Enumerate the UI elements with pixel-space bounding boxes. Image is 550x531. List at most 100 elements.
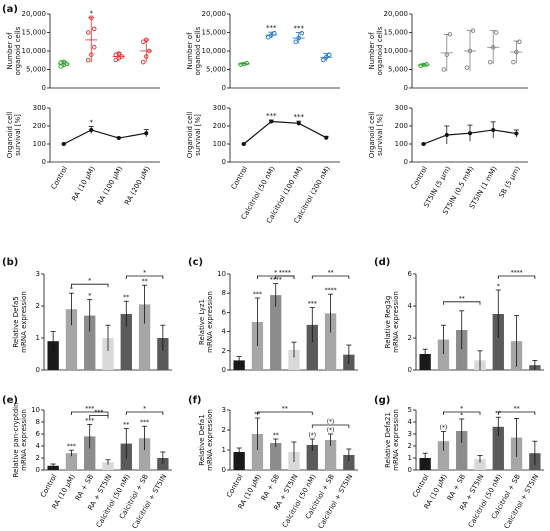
bar: [437, 441, 450, 470]
y-tick-label: 0: [408, 366, 412, 374]
y-tick-label: 0: [222, 366, 226, 374]
y-axis-label: Organoid cell: [368, 112, 376, 158]
panel-label: (f): [188, 395, 202, 406]
bar: [251, 434, 264, 470]
bar: [102, 338, 114, 370]
y-axis-label: mRNA expression: [392, 409, 400, 471]
y-tick-label: 1: [222, 446, 226, 454]
significance: ***: [85, 417, 94, 424]
y-tick-label: 0: [222, 84, 226, 92]
significance: *: [90, 10, 94, 18]
y-tick-label: 3: [222, 406, 226, 414]
y-tick-label: 0: [222, 158, 226, 166]
significance: *: [460, 412, 463, 419]
significance-bracket: [257, 411, 313, 415]
bar: [84, 315, 96, 370]
significance: (*): [440, 425, 448, 432]
panel-label: (e): [2, 395, 18, 406]
y-tick-label: 3: [408, 430, 412, 438]
bar: [65, 309, 78, 370]
x-tick-label: Control: [50, 165, 70, 191]
y-tick-label: 5,000: [388, 66, 408, 74]
x-tick-label: Control: [225, 473, 245, 499]
y-axis-label: mRNA expression: [20, 291, 28, 353]
y-tick-label: 1: [36, 334, 40, 342]
significance: **: [123, 294, 129, 301]
x-tick-label: RA (100 µM): [96, 165, 125, 207]
significance-bracket: [443, 411, 481, 415]
panel-label: (a): [2, 4, 18, 15]
y-tick-label: 15,000: [202, 29, 227, 37]
y-tick-label: 4: [36, 442, 41, 450]
y-tick-label: 5: [408, 406, 412, 414]
y-axis-label: Relative Defa1: [198, 414, 206, 465]
y-tick-label: 2: [408, 334, 412, 342]
bar: [47, 465, 59, 470]
y-axis-label: survival [%]: [194, 114, 202, 156]
bracket-label: ****: [511, 270, 523, 277]
significance: *: [90, 118, 94, 126]
significance-bracket: [71, 283, 109, 288]
data-point: [299, 30, 305, 36]
x-tick-label: Control: [411, 473, 431, 499]
y-tick-label: 15,000: [22, 29, 47, 37]
y-tick-label: 4: [222, 328, 227, 336]
significance-bracket: [311, 424, 350, 428]
y-axis-label: Relative pan-cryptdin: [12, 402, 20, 477]
data-point: [140, 59, 146, 65]
significance-bracket: [497, 275, 536, 279]
y-tick-label: 100: [395, 140, 408, 148]
bar: [157, 338, 169, 370]
data-point: [321, 57, 326, 63]
y-tick-label: 2: [408, 442, 412, 450]
y-tick-label: 200: [395, 122, 408, 130]
y-tick-label: 100: [33, 140, 46, 148]
bar: [306, 324, 318, 370]
y-tick-label: 8: [222, 289, 226, 297]
y-tick-label: 200: [33, 122, 46, 130]
y-tick-label: 1: [408, 454, 412, 462]
data-point: [464, 65, 470, 70]
x-tick-label: RA (200 µM): [123, 165, 152, 207]
y-axis-label: mRNA expression: [206, 409, 214, 471]
data-point: [487, 59, 493, 65]
bar: [419, 458, 431, 470]
x-tick-label: Control: [230, 165, 250, 191]
bracket-label: (*): [327, 419, 335, 426]
bar: [306, 445, 318, 470]
y-tick-label: 10,000: [384, 47, 409, 55]
y-tick-label: 0: [42, 158, 46, 166]
x-tick-label: Control: [409, 165, 429, 191]
y-tick-label: 100: [213, 140, 226, 148]
y-axis-label: Relative Defa5: [12, 296, 20, 347]
bracket-label: **: [459, 295, 465, 302]
data-point: [85, 58, 91, 63]
bar: [474, 459, 486, 470]
significance: *: [70, 286, 73, 293]
bar: [437, 339, 450, 370]
x-tick-label: SB (5 µm): [497, 165, 522, 199]
panel-label: (g): [374, 395, 390, 406]
y-axis-label: Organoid cell: [6, 112, 14, 158]
bracket-label: **: [514, 406, 520, 413]
y-tick-label: 0: [42, 84, 46, 92]
y-tick-label: 4: [408, 302, 413, 310]
y-axis-label: Number of: [368, 32, 376, 70]
significance: ***: [140, 419, 149, 426]
bracket-label: *: [143, 270, 146, 277]
y-tick-label: 300: [213, 104, 226, 112]
significance: ***: [308, 301, 317, 308]
y-tick-label: 20,000: [202, 10, 227, 18]
data-point: [293, 39, 299, 45]
significance: *: [497, 283, 500, 290]
bracket-label: **: [282, 406, 288, 413]
bar: [270, 295, 282, 370]
bar: [138, 304, 151, 370]
significance-bracket: [311, 275, 350, 279]
y-tick-label: 2: [222, 347, 226, 355]
survival-line: [63, 129, 147, 145]
bracket-label: **: [328, 270, 334, 277]
bar: [343, 455, 355, 470]
significance-bracket: [257, 275, 295, 279]
